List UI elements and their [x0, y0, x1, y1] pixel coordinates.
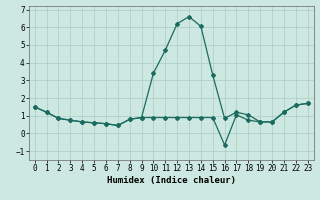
X-axis label: Humidex (Indice chaleur): Humidex (Indice chaleur): [107, 176, 236, 185]
